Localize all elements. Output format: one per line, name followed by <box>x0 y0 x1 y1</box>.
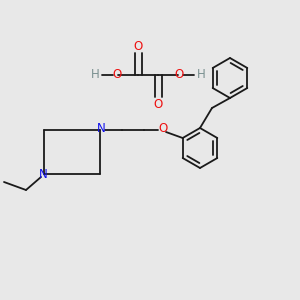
Text: O: O <box>134 40 142 52</box>
Text: O: O <box>112 68 122 82</box>
Text: O: O <box>174 68 184 82</box>
Text: N: N <box>39 169 47 182</box>
Text: H: H <box>91 68 99 82</box>
Text: H: H <box>196 68 206 82</box>
Text: O: O <box>158 122 168 136</box>
Text: O: O <box>153 98 163 110</box>
Text: N: N <box>97 122 105 136</box>
